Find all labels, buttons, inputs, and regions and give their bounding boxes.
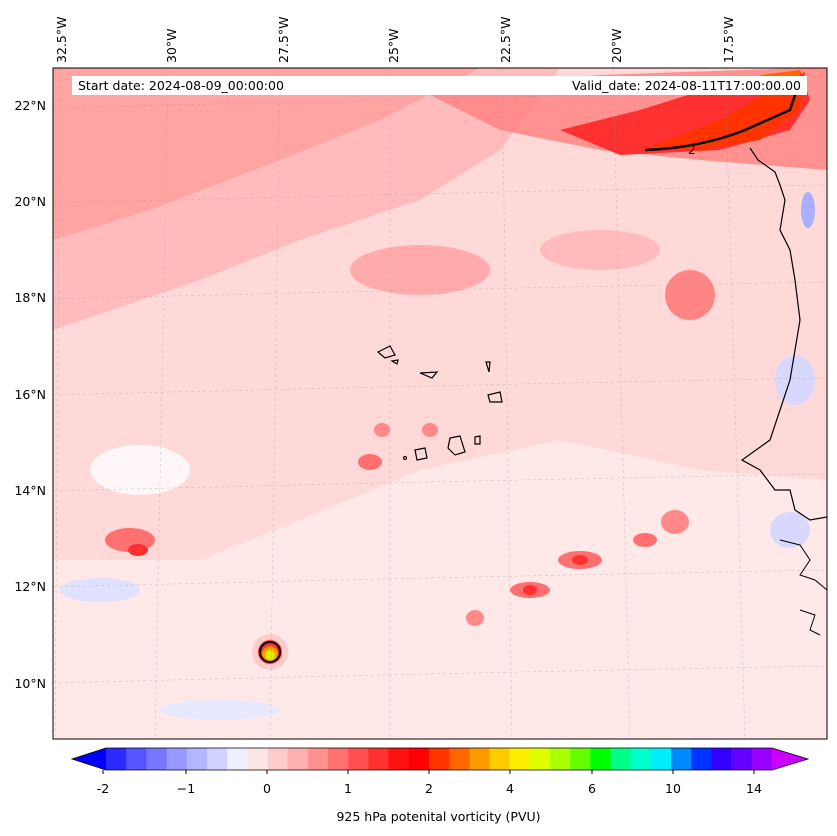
colorbar-swatch [368, 748, 390, 770]
lon-label: 30°W [164, 28, 179, 63]
lon-label: 32.5°W [54, 16, 69, 63]
colorbar-swatch [106, 748, 127, 770]
colorbar-swatch [711, 748, 733, 770]
lat-label: 22°N [14, 98, 46, 113]
colorbar-swatch [247, 748, 269, 770]
colorbar-swatch [146, 748, 168, 770]
colorbar-swatch [166, 748, 188, 770]
lat-label: 18°N [14, 290, 46, 305]
lat-label: 10°N [14, 676, 46, 691]
colorbar-swatch [287, 748, 309, 770]
colorbar-swatch [267, 748, 289, 770]
colorbar-swatch [126, 748, 147, 770]
colorbar-swatch [509, 748, 531, 770]
lat-label: 20°N [14, 194, 46, 209]
colorbar-swatch [610, 748, 632, 770]
colorbar-swatch [328, 748, 349, 770]
colorbar-outline [70, 747, 810, 771]
colorbar-swatch [489, 748, 511, 770]
colorbar-tick: 6 [588, 781, 596, 796]
colorbar-tick: 14 [746, 781, 762, 796]
colorbar-swatch [469, 748, 491, 770]
colorbar-tick: 2 [425, 781, 433, 796]
colorbar-swatch [206, 748, 228, 770]
colorbar-tick: 4 [506, 781, 514, 796]
lon-label: 25°W [386, 28, 401, 63]
colorbar-tick: 0 [263, 781, 271, 796]
date-header: Start date: 2024-08-09_00:00:00 Valid_da… [72, 76, 807, 95]
colorbar-tick: 10 [665, 781, 681, 796]
colorbar-swatch [449, 748, 470, 770]
colorbar-swatch [691, 748, 713, 770]
map-frame [52, 67, 828, 740]
lon-label: 20°W [609, 28, 624, 63]
lon-label: 22.5°W [498, 16, 513, 63]
lat-label: 16°N [14, 387, 46, 402]
colorbar-swatch [227, 748, 248, 770]
valid-date: Valid_date: 2024-08-11T17:00:00.00 [571, 78, 801, 93]
colorbar-swatch [570, 748, 591, 770]
colorbar-tick: −1 [176, 781, 196, 796]
lon-label: 27.5°W [276, 16, 291, 63]
map-area [53, 68, 827, 739]
colorbar-swatch [388, 748, 410, 770]
colorbar-title: 925 hPa potenital vorticity (PVU) [336, 809, 541, 824]
colorbar-swatch [186, 748, 208, 770]
cape-verde-islands [376, 345, 503, 461]
colorbar-swatch [550, 748, 571, 770]
colorbar-swatch [751, 748, 773, 770]
lon-label: 17.5°W [721, 16, 736, 63]
colorbar-swatch [590, 748, 612, 770]
colorbar-extend-min [72, 748, 106, 770]
colorbar-swatch [529, 748, 551, 770]
colorbar-swatch [408, 748, 430, 770]
contour-label: 2 [688, 143, 696, 157]
colorbar-swatch [428, 748, 450, 770]
lat-label: 12°N [14, 579, 46, 594]
colorbar-swatch [731, 748, 753, 770]
colorbar-tick: 1 [344, 781, 352, 796]
colorbar-swatch [671, 748, 692, 770]
colorbar [70, 747, 810, 774]
colorbar-swatch [650, 748, 672, 770]
colorbar-extend-max [772, 748, 808, 770]
colorbar-tick: -2 [96, 781, 110, 796]
lat-label: 14°N [14, 483, 46, 498]
colorbar-swatch [630, 748, 652, 770]
colorbar-swatch [307, 748, 329, 770]
start-date: Start date: 2024-08-09_00:00:00 [78, 78, 284, 93]
colorbar-swatch [348, 748, 369, 770]
